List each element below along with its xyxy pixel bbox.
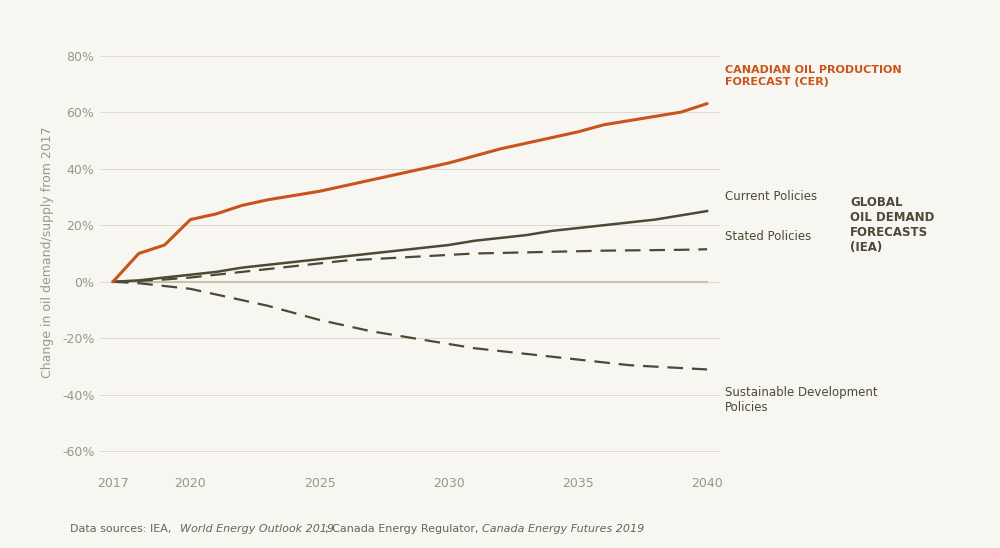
Text: Sustainable Development
Policies: Sustainable Development Policies [725,386,878,414]
Text: Data sources: IEA,: Data sources: IEA, [70,524,175,534]
Text: GLOBAL
OIL DEMAND
FORECASTS
(IEA): GLOBAL OIL DEMAND FORECASTS (IEA) [850,196,934,254]
Text: ; Canada Energy Regulator,: ; Canada Energy Regulator, [325,524,482,534]
Text: CANADIAN OIL PRODUCTION
FORECAST (CER): CANADIAN OIL PRODUCTION FORECAST (CER) [725,65,902,87]
Y-axis label: Change in oil demand/supply from 2017: Change in oil demand/supply from 2017 [41,126,54,378]
Text: Canada Energy Futures 2019: Canada Energy Futures 2019 [482,524,644,534]
Text: Current Policies: Current Policies [725,190,817,203]
Text: World Energy Outlook 2019: World Energy Outlook 2019 [180,524,334,534]
Text: Stated Policies: Stated Policies [725,230,811,243]
